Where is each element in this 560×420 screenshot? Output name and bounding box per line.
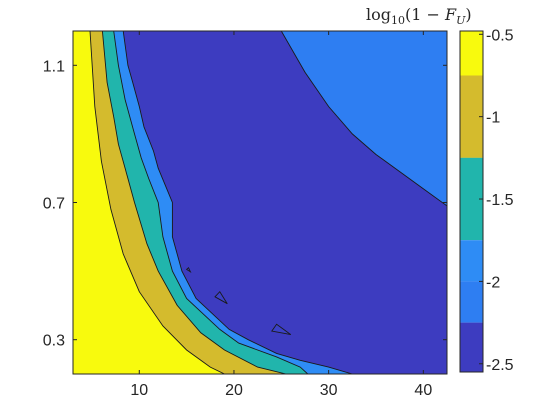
contour-island-1 (185, 266, 192, 273)
colorbar-band (460, 157, 483, 241)
contour-island-3 (271, 323, 292, 336)
contour-line-upper-right (280, 31, 447, 207)
y-tick-label: 0.3 (43, 333, 65, 350)
colorbar-band (460, 240, 483, 282)
x-tick-label: 20 (225, 382, 243, 399)
contour-line-4 (122, 31, 353, 374)
x-axis: 10 20 30 40 (130, 31, 432, 399)
contour-islands (185, 266, 292, 336)
contour-line-2 (101, 31, 287, 374)
colorbar: -0.5 -1 -1.5 -2 -2.5 (459, 27, 514, 374)
colorbar-tick-label: -0.5 (486, 27, 514, 44)
contour-island-2 (214, 290, 228, 305)
y-axis: 0.3 0.7 1.1 (43, 58, 447, 350)
colorbar-tick-label: -1 (486, 110, 500, 127)
colorbar-band (460, 31, 483, 76)
colorbar-label-sub: 10 (391, 14, 405, 27)
contour-line-1 (89, 31, 225, 374)
x-tick-label: 40 (414, 382, 432, 399)
colorbar-tick-label: -2 (486, 274, 500, 291)
colorbar-label-script: F (444, 5, 457, 24)
x-tick-label: 10 (130, 382, 148, 399)
colorbar-band (460, 75, 483, 158)
colorbar-label-script-sub: U (456, 14, 466, 27)
y-tick-label: 1.1 (43, 58, 65, 75)
colorbar-tick-label: -2.5 (486, 357, 514, 374)
colorbar-label-close: ) (465, 5, 471, 24)
contour-line-3 (113, 31, 309, 374)
colorbar-band (460, 281, 483, 323)
colorbar-label: log10(1 − FU) (366, 5, 472, 27)
colorbar-frame (459, 30, 484, 373)
colorbar-tick-label: -1.5 (486, 192, 514, 209)
y-tick-label: 0.7 (43, 196, 65, 213)
contour-region-1 (73, 31, 225, 374)
contour-region-upper-right (281, 31, 447, 206)
colorbar-label-func: log (366, 5, 391, 24)
colorbar-label-open: (1 − (405, 5, 445, 24)
colorbar-band (460, 322, 483, 372)
x-tick-label: 30 (320, 382, 338, 399)
contour-regions (73, 31, 447, 374)
